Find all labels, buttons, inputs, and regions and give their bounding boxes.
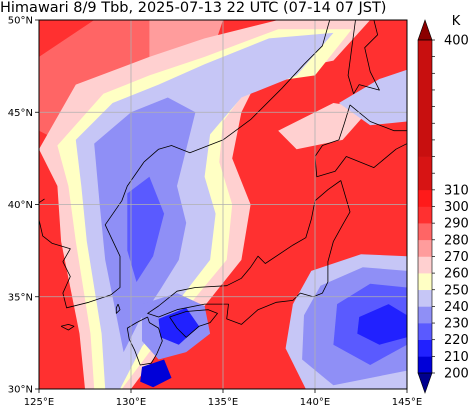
colorbar-tick-label: 240 (444, 300, 468, 315)
colorbar-tick-label: 280 (444, 233, 468, 248)
lat-tick-label: 45°N (8, 108, 33, 119)
tsushima-coast (115, 303, 121, 314)
colorbar-tick-label: 290 (444, 217, 468, 232)
colorbar-tick-label: 260 (444, 267, 468, 282)
colorbar-bin (418, 273, 432, 291)
colorbar-tick-label: 270 (444, 250, 468, 265)
lon-tick-label: 135°E (208, 397, 238, 408)
tbb-region-convection-sw-cell (140, 359, 172, 388)
tbb-region-cloud-core-deep (127, 176, 165, 282)
colorbar-bin (418, 239, 432, 257)
colorbar-tick-label: 310 (444, 183, 468, 198)
hokkaido-coast (314, 104, 407, 178)
colorbar-bin (418, 40, 432, 157)
colorbar-unit: K (452, 14, 461, 29)
colorbar-bin (418, 356, 432, 374)
longitude-axis: 125°E 130°E 135°E 140°E 145°E (24, 389, 422, 408)
colorbar-tick-label: 220 (444, 333, 468, 348)
colorbar-bin (418, 206, 432, 224)
honshu-coast (147, 180, 351, 325)
korea-coast (39, 161, 145, 309)
kyushu-coast (126, 316, 163, 366)
colorbar-under-arrow (417, 372, 433, 394)
lat-tick-label: 50°N (8, 16, 33, 27)
colorbar-bin (418, 256, 432, 274)
colorbar-tick-label: 400 (444, 34, 468, 49)
colorbar-over-arrow (417, 19, 433, 41)
map-panel (39, 20, 407, 389)
colorbar-tick-label: 210 (444, 350, 468, 365)
jeju-coast (60, 323, 75, 331)
russia-coast (143, 20, 331, 163)
tbb-region-hokkaido-cloud (338, 69, 407, 126)
colorbar-bin (418, 306, 432, 324)
coastlines (39, 20, 407, 366)
lat-tick-label: 40°N (8, 200, 33, 211)
lon-tick-label: 130°E (116, 397, 146, 408)
colorbar-bin (418, 223, 432, 241)
map-title: Himawari 8/9 Tbb, 2025-07-13 22 UTC (07-… (0, 0, 387, 16)
colorbar-tick-label: 200 (444, 367, 468, 382)
lat-tick-label: 30°N (8, 385, 33, 396)
colorbar-tick-label: 230 (444, 317, 468, 332)
colorbar-tick-label: 250 (444, 283, 468, 298)
lat-tick-label: 35°N (8, 292, 33, 303)
shikoku-coast (169, 309, 218, 338)
colorbar-bin (418, 156, 432, 191)
colorbar-tick-label: 300 (444, 200, 468, 215)
latitude-axis: 30°N 35°N 40°N 45°N 50°N (8, 16, 39, 396)
china-coast-sw (39, 357, 40, 359)
colorbar-bin (418, 339, 432, 357)
colorbar-bin (418, 323, 432, 340)
lon-tick-label: 145°E (392, 397, 422, 408)
colorbar-bin (418, 189, 432, 207)
lon-tick-label: 140°E (300, 397, 330, 408)
tbb-region-typhoon-core (357, 304, 407, 345)
graticule (39, 20, 407, 389)
lon-tick-label: 125°E (24, 397, 54, 408)
tbb-region-convection-south-deep (158, 307, 200, 345)
sakhalin-coast (347, 20, 380, 95)
colorbar-bin (418, 289, 432, 307)
